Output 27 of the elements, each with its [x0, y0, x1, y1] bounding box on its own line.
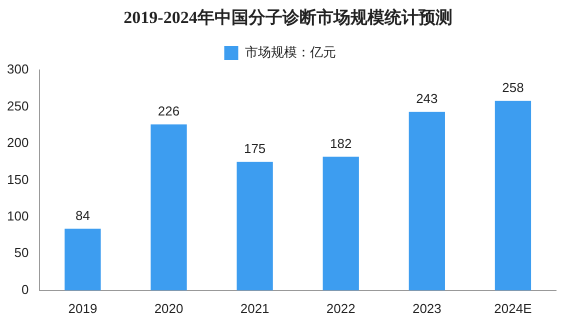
data-label: 182 — [330, 136, 352, 151]
y-tick-label: 50 — [14, 245, 29, 260]
y-tick-label: 250 — [6, 98, 29, 114]
y-tick-label: 300 — [6, 62, 29, 77]
x-tick-label: 2020 — [154, 300, 184, 316]
x-tick-label: 2023 — [412, 300, 442, 316]
y-tick-label: 200 — [6, 135, 29, 150]
data-label: 175 — [244, 140, 266, 156]
legend-label: 市场规模：亿元 — [244, 45, 336, 60]
bar — [150, 124, 187, 290]
y-tick-label: 100 — [6, 208, 29, 224]
bar — [322, 156, 359, 290]
bar — [64, 228, 101, 290]
x-tick-label: 2021 — [240, 300, 270, 316]
data-label: 258 — [502, 80, 524, 95]
data-label: 226 — [158, 103, 180, 118]
chart-title: 2019-2024年中国分子诊断市场规模统计预测 — [122, 7, 454, 29]
x-tick-label: 2019 — [68, 300, 98, 316]
bar — [236, 162, 273, 290]
bar — [408, 112, 445, 290]
data-label: 243 — [416, 90, 438, 106]
x-tick-label: 2024E — [494, 300, 532, 316]
bar — [494, 100, 532, 290]
x-tick-label: 2022 — [326, 300, 356, 316]
data-label: 84 — [75, 208, 90, 223]
y-tick-label: 0 — [21, 282, 29, 297]
y-tick-label: 150 — [6, 172, 29, 187]
